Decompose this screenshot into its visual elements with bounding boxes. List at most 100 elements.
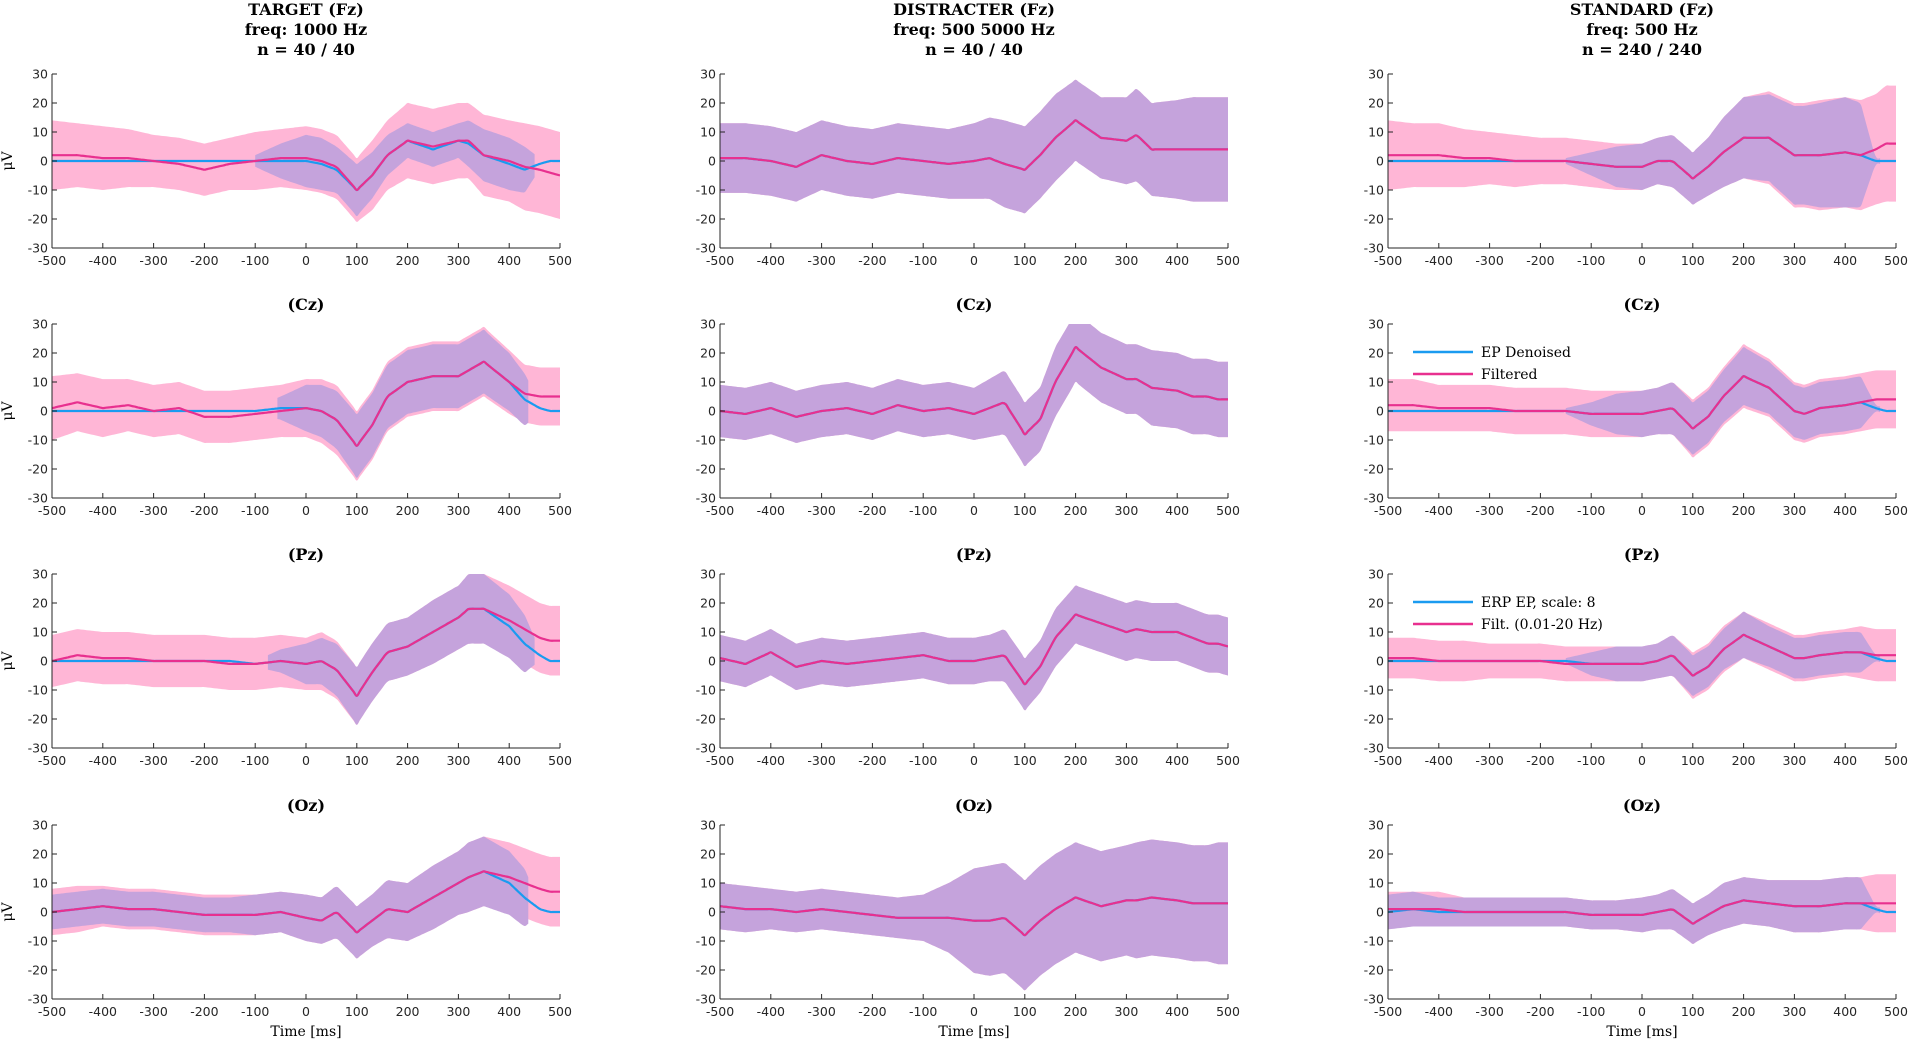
x-tick-label: -500 bbox=[38, 753, 66, 768]
plot-area bbox=[720, 324, 1228, 467]
y-tick-label: 30 bbox=[1368, 818, 1384, 833]
row-title: (Oz) bbox=[1623, 796, 1661, 815]
y-tick-label: 0 bbox=[1376, 404, 1384, 419]
x-tick-label: -400 bbox=[1425, 503, 1453, 518]
y-tick-label: -10 bbox=[28, 934, 48, 949]
row-title: (Pz) bbox=[288, 545, 324, 564]
y-tick-label: 0 bbox=[1376, 154, 1384, 169]
plot-area bbox=[52, 102, 560, 222]
x-tick-label: 200 bbox=[1732, 1004, 1756, 1019]
x-tick-label: 400 bbox=[497, 753, 521, 768]
x-tick-label: 100 bbox=[1013, 503, 1037, 518]
y-tick-label: 10 bbox=[1368, 876, 1384, 891]
x-tick-label: -200 bbox=[190, 503, 218, 518]
x-tick-label: 300 bbox=[1782, 1004, 1806, 1019]
denoised-confidence-band bbox=[277, 329, 529, 478]
y-tick-label: 20 bbox=[32, 596, 48, 611]
x-tick-label: 200 bbox=[396, 503, 420, 518]
x-tick-label: -500 bbox=[706, 253, 734, 268]
x-tick-label: -400 bbox=[757, 1004, 785, 1019]
x-tick-label: 0 bbox=[1638, 1004, 1646, 1019]
denoised-confidence-band bbox=[720, 585, 1228, 711]
x-tick-label: 100 bbox=[345, 503, 369, 518]
x-tick-label: 500 bbox=[548, 503, 572, 518]
plot-area bbox=[720, 585, 1228, 711]
x-tick-label: -100 bbox=[909, 253, 937, 268]
plot-area bbox=[52, 574, 560, 725]
y-tick-label: 10 bbox=[700, 876, 716, 891]
series-line-filtered bbox=[52, 607, 560, 697]
x-tick-label: -100 bbox=[241, 753, 269, 768]
plot-area bbox=[1388, 874, 1896, 944]
y-tick-label: -10 bbox=[1364, 683, 1384, 698]
y-tick-label: 20 bbox=[700, 96, 716, 111]
legend: EP Denoised Filtered bbox=[1413, 345, 1571, 383]
x-tick-label: 500 bbox=[1884, 1004, 1908, 1019]
series-line-filtered bbox=[52, 139, 560, 192]
x-tick-label: 100 bbox=[345, 753, 369, 768]
column-title-line: STANDARD (Fz) bbox=[1570, 0, 1714, 19]
y-axis-label: μV bbox=[0, 401, 16, 421]
y-tick-label: 30 bbox=[32, 818, 48, 833]
y-tick-label: 10 bbox=[700, 375, 716, 390]
y-tick-label: -20 bbox=[1364, 963, 1384, 978]
x-tick-label: 400 bbox=[1165, 1004, 1189, 1019]
x-tick-label: 300 bbox=[1114, 253, 1138, 268]
x-tick-label: -300 bbox=[1475, 753, 1503, 768]
x-tick-label: -400 bbox=[89, 1004, 117, 1019]
x-tick-label: -300 bbox=[139, 1004, 167, 1019]
y-tick-label: -10 bbox=[696, 183, 716, 198]
y-tick-label: -10 bbox=[696, 934, 716, 949]
x-tick-label: 500 bbox=[1216, 753, 1240, 768]
x-tick-label: 200 bbox=[1732, 753, 1756, 768]
series-line-filtered bbox=[720, 119, 1228, 171]
x-tick-label: 400 bbox=[1833, 503, 1857, 518]
x-tick-label: 100 bbox=[1013, 753, 1037, 768]
y-tick-label: -20 bbox=[28, 712, 48, 727]
x-tick-label: -100 bbox=[1577, 753, 1605, 768]
series-line-denoised bbox=[52, 139, 560, 192]
y-tick-label: -20 bbox=[696, 212, 716, 227]
x-tick-label: 300 bbox=[1114, 753, 1138, 768]
x-tick-label: -500 bbox=[1374, 753, 1402, 768]
x-tick-label: 100 bbox=[1681, 503, 1705, 518]
y-tick-label: 30 bbox=[32, 67, 48, 82]
y-tick-label: 30 bbox=[1368, 317, 1384, 332]
x-tick-label: -200 bbox=[190, 753, 218, 768]
legend: ERP EP, scale: 8 Filt. (0.01-20 Hz) bbox=[1413, 595, 1603, 633]
x-tick-label: 300 bbox=[446, 253, 470, 268]
plot-area bbox=[720, 839, 1228, 991]
x-tick-label: -500 bbox=[706, 753, 734, 768]
x-tick-label: -400 bbox=[757, 503, 785, 518]
legend-entry: ERP EP, scale: 8 bbox=[1481, 595, 1596, 611]
row-title: (Pz) bbox=[1624, 545, 1660, 564]
column-title-line: n = 40 / 40 bbox=[257, 40, 355, 59]
x-tick-label: 0 bbox=[302, 503, 310, 518]
series-line-filtered bbox=[1388, 899, 1896, 925]
x-tick-label: 500 bbox=[548, 753, 572, 768]
y-tick-label: -30 bbox=[696, 241, 716, 256]
x-tick-label: 400 bbox=[1165, 253, 1189, 268]
x-tick-label: -100 bbox=[909, 753, 937, 768]
y-tick-label: -10 bbox=[1364, 433, 1384, 448]
x-tick-label: 300 bbox=[1782, 253, 1806, 268]
x-tick-label: -300 bbox=[139, 253, 167, 268]
y-tick-label: 20 bbox=[1368, 346, 1384, 361]
y-tick-label: 0 bbox=[1376, 654, 1384, 669]
denoised-confidence-band bbox=[255, 120, 535, 217]
legend-entry: Filt. (0.01-20 Hz) bbox=[1481, 617, 1603, 633]
y-tick-label: -20 bbox=[28, 212, 48, 227]
x-tick-label: -200 bbox=[1526, 753, 1554, 768]
x-tick-label: 500 bbox=[1216, 253, 1240, 268]
y-tick-label: 0 bbox=[708, 905, 716, 920]
x-axis-label: Time [ms] bbox=[270, 1024, 341, 1040]
y-tick-label: 0 bbox=[40, 404, 48, 419]
x-tick-label: -100 bbox=[1577, 1004, 1605, 1019]
y-tick-label: -30 bbox=[1364, 491, 1384, 506]
y-tick-label: -30 bbox=[696, 741, 716, 756]
y-tick-label: 20 bbox=[700, 346, 716, 361]
